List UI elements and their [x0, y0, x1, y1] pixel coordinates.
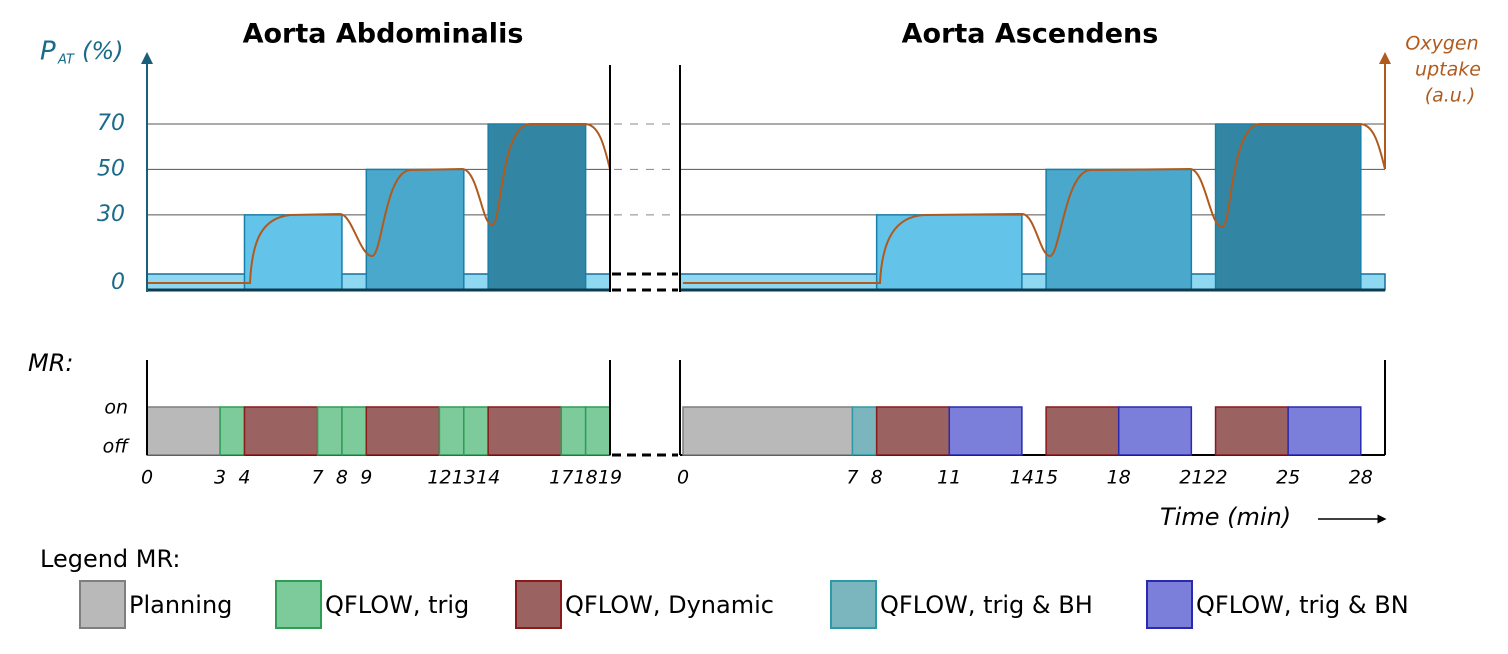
y-tick-label: 50 [97, 156, 125, 181]
x-tick-label: 14 [476, 467, 500, 489]
x-tick-label: 25 [1276, 467, 1300, 489]
x-tick-label: 28 [1349, 467, 1373, 489]
mr-block [948, 406, 1023, 456]
x-tick-label: 22 [1203, 467, 1227, 489]
mr-block [243, 406, 319, 456]
mr-block [219, 406, 246, 456]
time-label: Time (min) [1160, 503, 1291, 531]
mr-label: MR: [28, 349, 73, 377]
x-tick-label: 8 [336, 467, 348, 489]
x-tick-label: 12 [427, 467, 451, 489]
mr-block [584, 406, 611, 456]
x-tick-label: 0 [141, 467, 153, 489]
legend-label: Planning [129, 591, 232, 619]
mr-block [316, 406, 343, 456]
mr-block [1117, 406, 1193, 456]
oxygen-curve [147, 123, 611, 284]
mr-block [438, 406, 465, 456]
mr-level: on [104, 397, 128, 419]
mr-block [682, 406, 854, 456]
y-tick-label: 30 [97, 202, 125, 227]
pressure-block [243, 214, 343, 291]
x-tick-label: 7 [312, 467, 324, 489]
y-tick-label: 70 [97, 111, 125, 136]
pressure-block [1214, 123, 1362, 291]
legend-swatch [275, 580, 322, 629]
legend-title: Legend MR: [40, 545, 181, 573]
x-tick-label: 8 [871, 467, 883, 489]
x-tick-label: 9 [360, 467, 372, 489]
legend-label: QFLOW, trig [325, 591, 469, 619]
x-tick-label: 4 [238, 467, 250, 489]
mr-block [1214, 406, 1289, 456]
pressure-block [487, 123, 587, 291]
x-tick-label: 11 [937, 467, 961, 489]
legend-swatch [830, 580, 877, 629]
y-axis-label: P [40, 37, 56, 67]
legend-label: QFLOW, Dynamic [565, 591, 774, 619]
x-tick-label: 18 [1107, 467, 1131, 489]
oxygen-label: (a.u.) [1425, 85, 1476, 107]
mr-block [560, 406, 587, 456]
mr-block [875, 406, 951, 456]
x-tick-label: 0 [677, 467, 689, 489]
panel-title: Aorta Ascendens [902, 19, 1159, 50]
oxygen-label: uptake [1415, 59, 1481, 81]
y-tick-label: 0 [111, 270, 125, 295]
mr-block [463, 406, 489, 456]
x-tick-label: 18 [574, 467, 598, 489]
mr-block [1287, 406, 1362, 456]
y-axis-subscript: AT [57, 53, 75, 68]
y-axis-unit: (%) [82, 37, 124, 65]
x-tick-label: 3 [214, 467, 226, 489]
legend-swatch [515, 580, 562, 629]
mr-block [1045, 406, 1120, 456]
legend-label: QFLOW, trig & BN [1196, 591, 1409, 619]
x-tick-label: 15 [1034, 467, 1058, 489]
mr-block [341, 406, 368, 456]
mr-level: off [103, 436, 131, 458]
x-tick-label: 17 [549, 467, 573, 489]
mr-block [851, 406, 878, 456]
oxygen-label: Oxygen [1405, 33, 1478, 55]
x-tick-label: 19 [598, 467, 622, 489]
panel-title: Aorta Abdominalis [243, 19, 524, 50]
x-tick-label: 7 [846, 467, 858, 489]
mr-block [365, 406, 441, 456]
mr-block [487, 406, 563, 456]
mr-block [146, 406, 221, 456]
x-tick-label: 13 [452, 467, 476, 489]
x-tick-label: 14 [1010, 467, 1034, 489]
legend-swatch [79, 580, 126, 629]
legend-swatch [1146, 580, 1193, 629]
x-tick-label: 21 [1179, 467, 1203, 489]
legend-label: QFLOW, trig & BH [880, 591, 1093, 619]
oxygen-curve [683, 123, 1386, 284]
pressure-block [1045, 168, 1193, 291]
